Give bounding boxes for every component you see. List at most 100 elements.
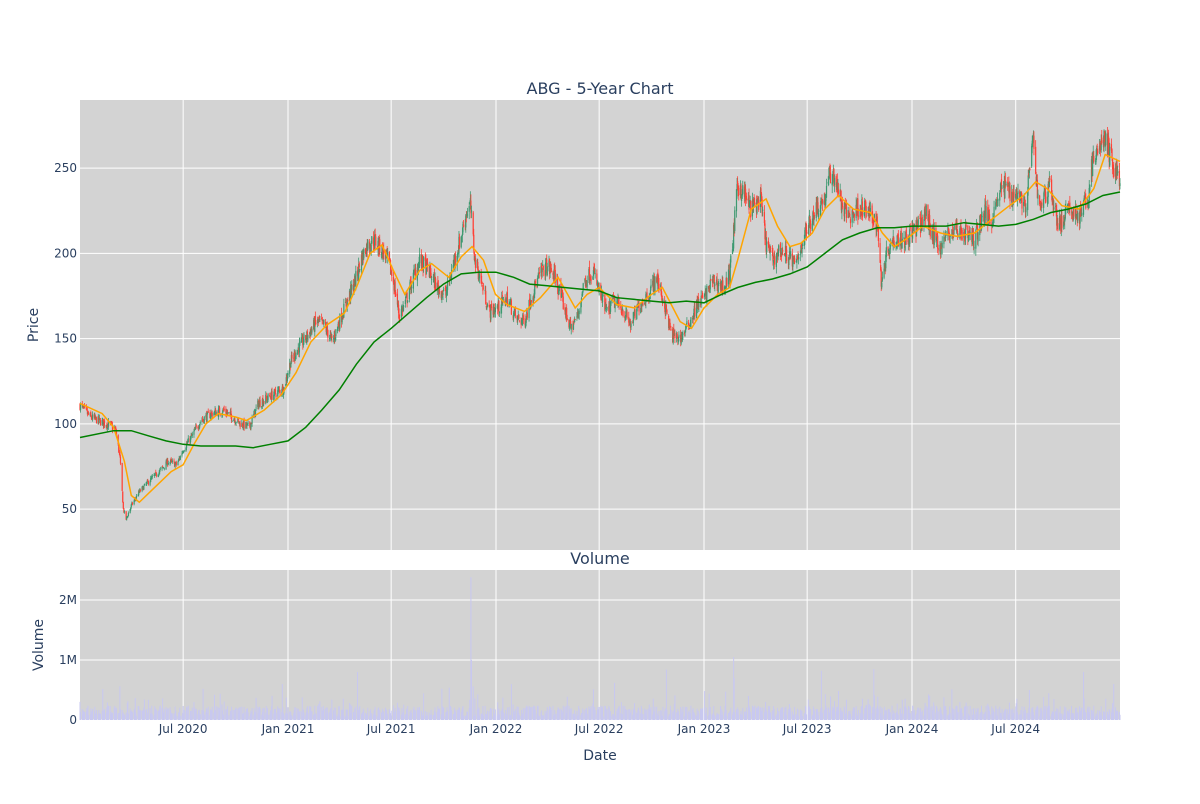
candle-body [625,311,627,318]
candle-body [765,231,767,252]
candle-body [90,412,92,416]
volume-bar [330,708,332,720]
candle-body [436,282,438,292]
candle-body [576,316,578,318]
volume-bar [1048,705,1050,720]
candle-body [528,299,530,319]
candle-body [183,450,185,452]
volume-bar [700,708,702,720]
volume-bar [530,706,532,720]
candle-body [500,307,502,314]
volume-bar [769,712,771,720]
volume-bar [985,713,987,720]
volume-bar [972,714,974,720]
candle-body [206,412,208,423]
volume-bar [805,707,807,720]
volume-bar [947,715,949,720]
volume-bar [177,716,179,720]
candle-body [700,295,702,306]
candle-body [223,408,225,411]
candle-body [115,431,118,435]
volume-bar [732,712,734,720]
candle-body [481,281,483,283]
volume-bar [482,715,484,720]
candle-body [602,295,604,296]
candle-body [95,417,98,424]
candle-body [186,442,188,444]
candle-body [329,334,331,340]
candle-body [485,306,487,308]
candle-body [1055,206,1057,212]
volume-bar [1008,713,1010,720]
volume-bar [339,716,341,720]
volume-bar [329,712,331,720]
volume-bar [239,711,241,720]
candle-body [582,283,584,290]
volume-bar [1088,712,1090,720]
volume-bar [1056,708,1058,720]
volume-bar [828,713,830,720]
candle-body [670,328,672,331]
volume-bar [877,696,879,720]
volume-bar [657,715,659,720]
volume-bar [1047,705,1049,720]
candle-body [836,179,838,193]
candle-body [1041,202,1043,206]
volume-bar [259,706,261,720]
volume-bar [197,713,199,720]
candle-body [147,481,149,485]
volume-bar [873,695,875,720]
candle-body [396,293,399,305]
volume-bar [119,686,121,720]
volume-bar [899,708,901,720]
volume-bar [698,713,700,720]
volume-bar [565,715,567,720]
candle-body [498,312,501,314]
volume-bar [701,709,703,720]
candle-body [285,377,287,385]
candle-body [431,278,433,280]
candle-body [450,270,453,279]
candle-body [815,202,817,218]
volume-bar [722,714,724,720]
candle-body [568,319,570,328]
volume-bar [482,706,484,720]
volume-bar [333,714,335,720]
candle-body [685,325,687,328]
candle-body [574,318,576,323]
candle-body [590,279,592,281]
candle-body [684,330,686,333]
candle-body [161,466,163,470]
volume-bar [179,715,181,720]
volume-bar [402,714,404,720]
volume-bar [955,705,957,720]
candle-body [430,272,432,278]
volume-bar [819,711,821,720]
volume-bar [199,715,201,720]
candle-body [704,290,706,296]
volume-bar [660,710,662,720]
candle-body [399,317,401,319]
volume-bar [1096,714,1098,720]
volume-bar [1072,715,1074,720]
candle-body [817,202,819,216]
volume-bar [782,707,784,720]
candle-body [219,414,221,416]
candle-body [985,205,987,221]
candle-body [820,199,822,203]
volume-bar [397,706,399,720]
volume-bar [524,708,526,720]
candle-body [350,284,352,301]
candle-body [636,308,638,319]
volume-bar [1036,705,1038,720]
candle-body [423,256,425,269]
volume-bar [1073,713,1075,720]
volume-bar [680,707,682,720]
volume-bar [388,709,390,720]
candle-body [917,219,919,225]
candle-body [159,468,161,470]
volume-bar [501,708,503,720]
candle-body [745,188,747,199]
volume-bar [263,707,265,720]
candle-body [404,299,406,305]
